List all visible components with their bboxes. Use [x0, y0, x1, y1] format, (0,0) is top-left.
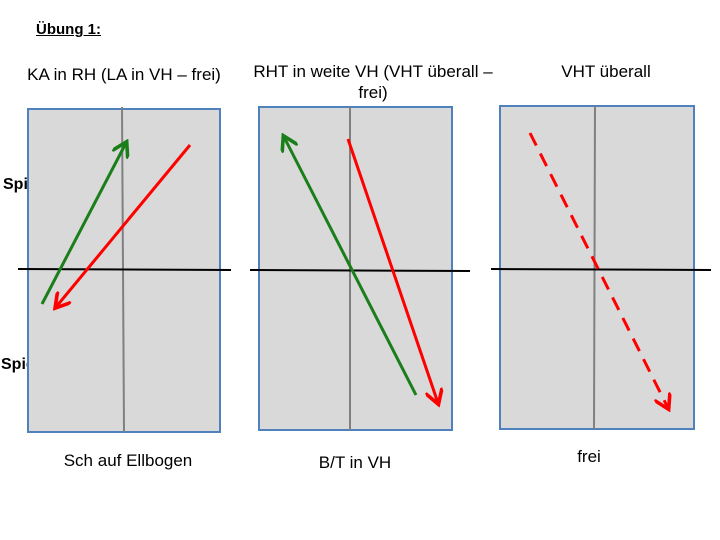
- court-2-area: [258, 106, 453, 431]
- panel-1-caption: Sch auf Ellbogen: [63, 451, 193, 470]
- red-dashed-arrow-3: [528, 132, 668, 408]
- panel-3-title: VHT überall: [561, 62, 651, 81]
- exercise-title: Übung 1:: [36, 21, 101, 38]
- red-arrow-1: [56, 144, 192, 307]
- court-panel-3: [490, 105, 712, 430]
- court-panel-1: [17, 106, 232, 433]
- court-2-net-line: [249, 269, 471, 272]
- panel-3-caption: frei: [577, 447, 601, 466]
- green-arrow-1: [40, 143, 126, 305]
- panel-2-title: RHT in weite VH (VHT überall – frei): [253, 62, 493, 102]
- court-3-net-line: [490, 268, 712, 271]
- red-arrow-2: [346, 138, 438, 403]
- panel-1-title: KA in RH (LA in VH – frei): [27, 65, 221, 84]
- court-1-net-line: [17, 268, 232, 271]
- court-panel-2: [249, 106, 471, 431]
- green-arrow-2: [284, 137, 418, 396]
- court-3-center-line: [593, 105, 596, 430]
- panel-2-caption: B/T in VH: [318, 453, 392, 472]
